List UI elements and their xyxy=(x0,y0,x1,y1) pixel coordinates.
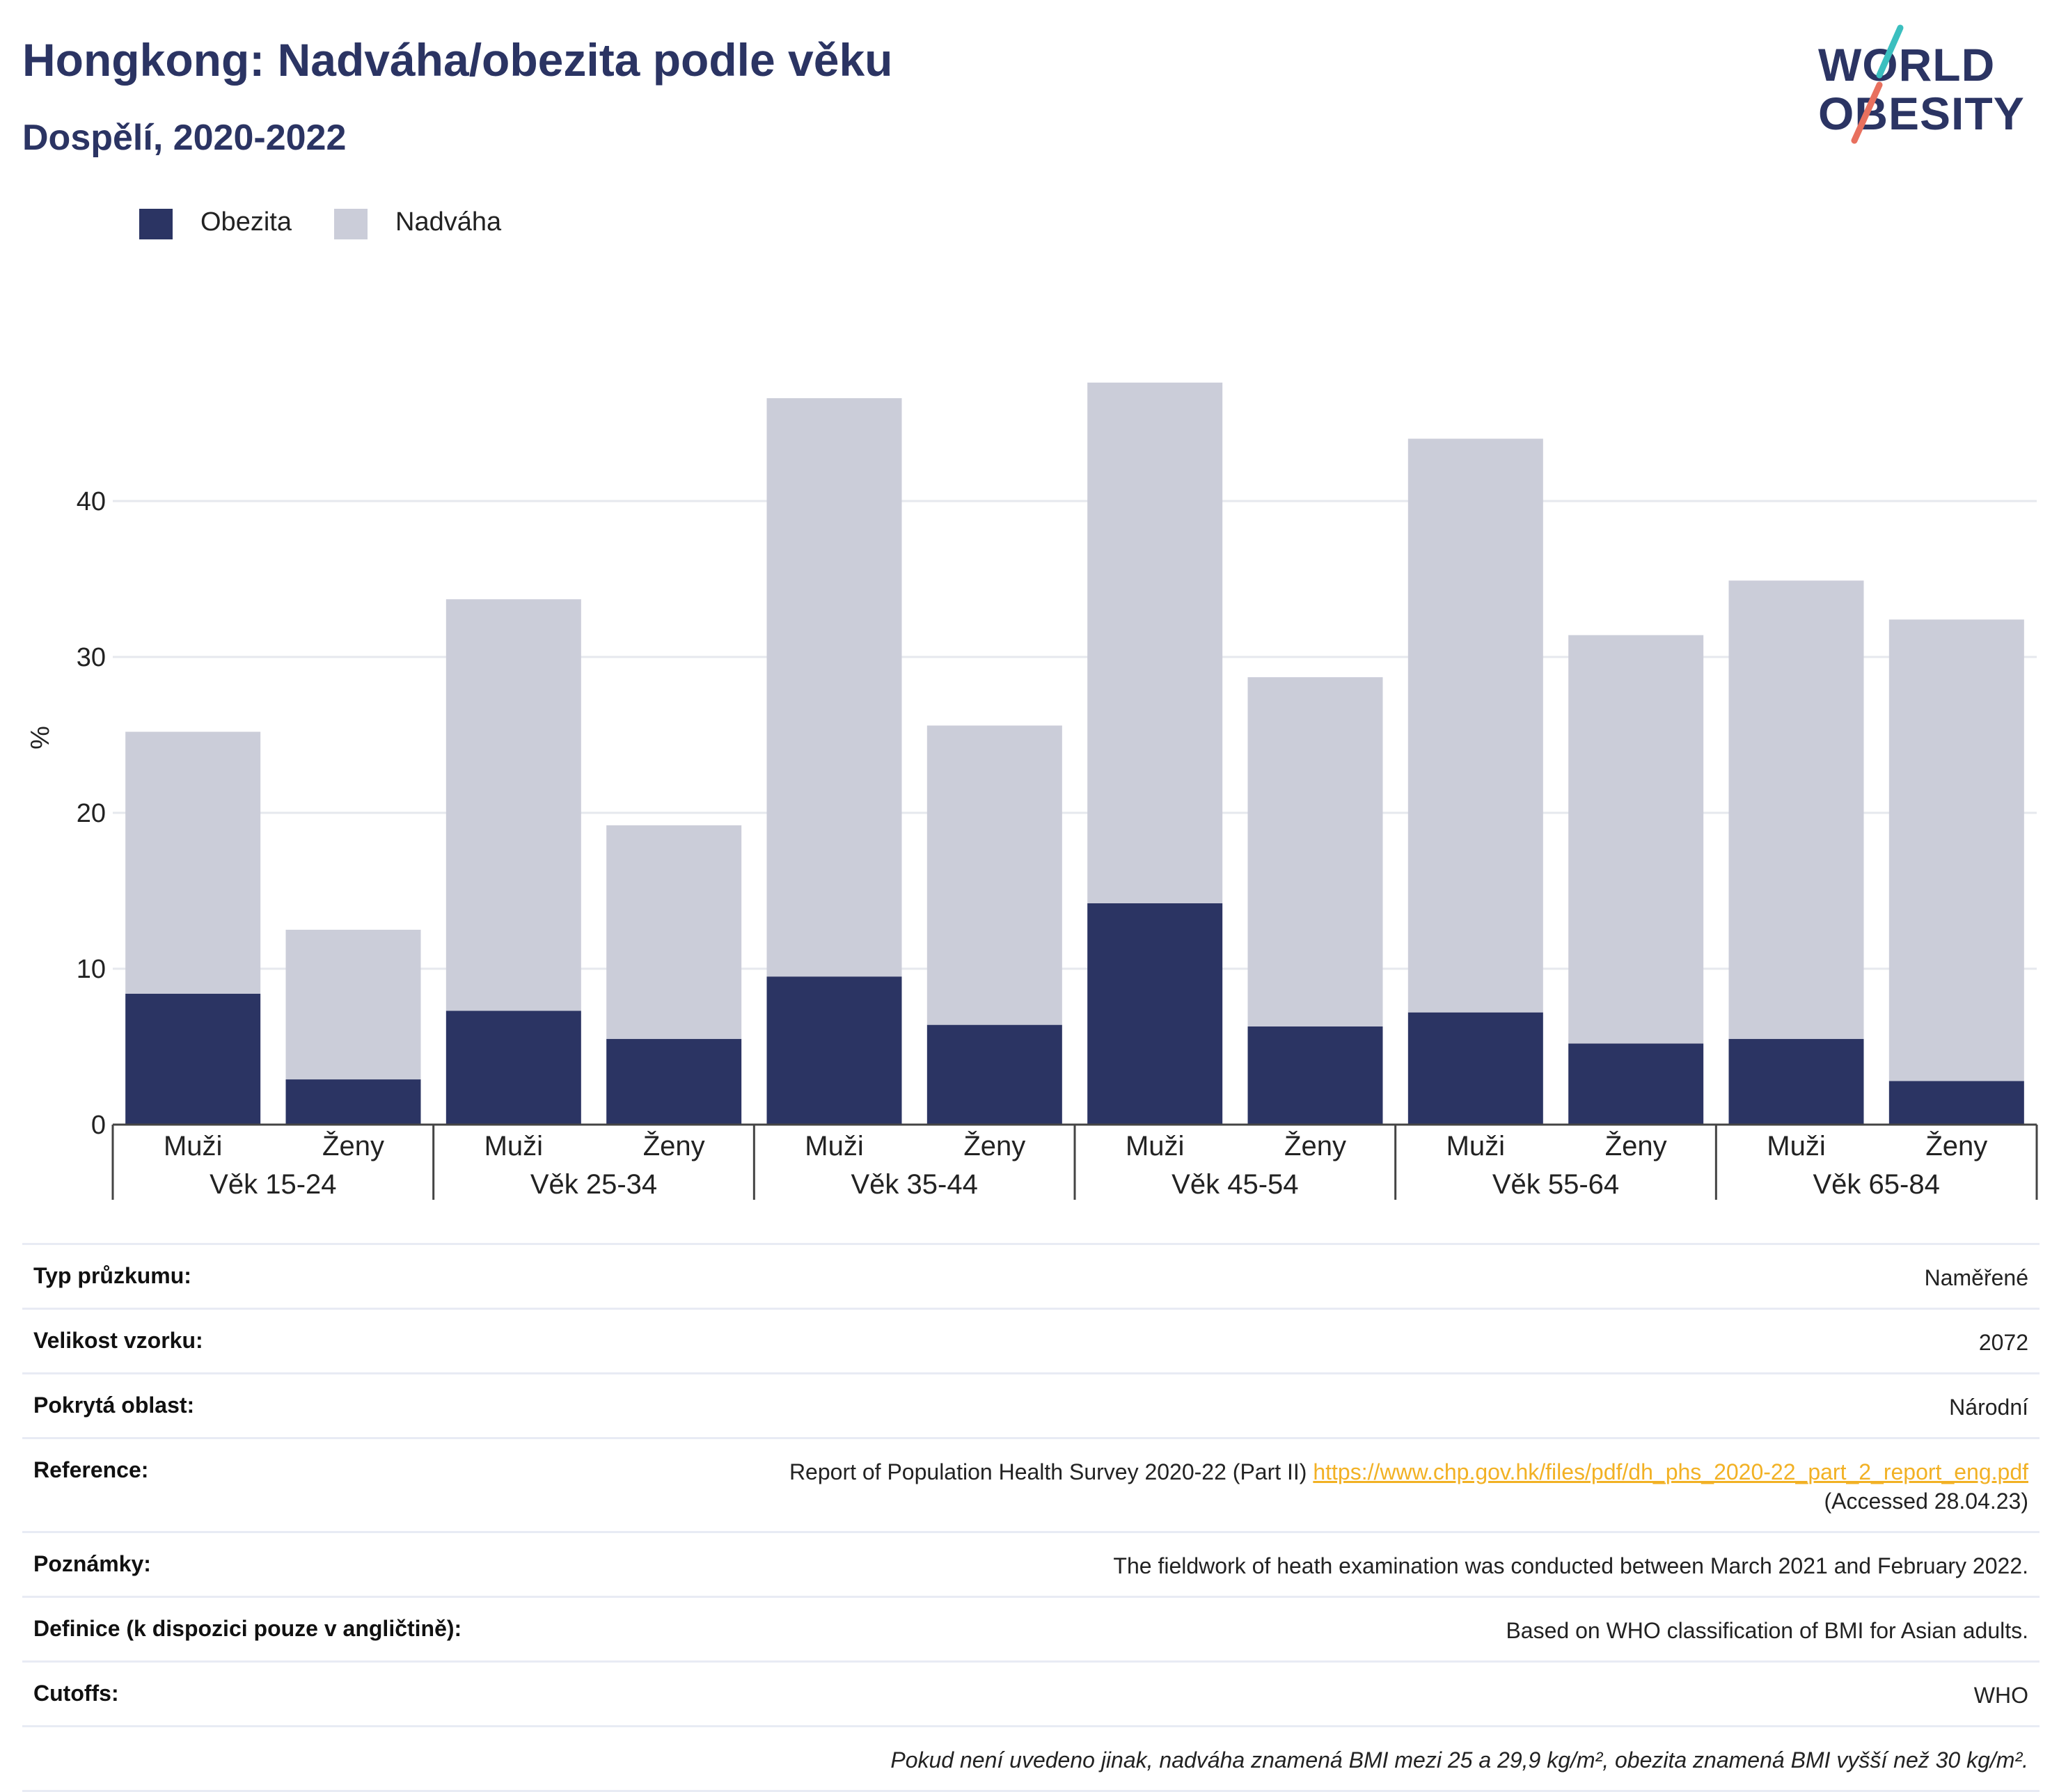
bar-obezita xyxy=(606,1038,742,1125)
bar-obezita xyxy=(445,1010,581,1125)
bar-obezita xyxy=(1728,1038,1864,1125)
info-value: Naměřené xyxy=(1924,1265,2028,1290)
bar-obezita xyxy=(766,976,902,1125)
x-tick-label: Muži xyxy=(1126,1131,1184,1161)
x-tick-label: Ženy xyxy=(1284,1130,1346,1161)
info-label: Definice (k dispozici pouze v angličtině… xyxy=(33,1616,462,1641)
bar-obezita xyxy=(1247,1026,1383,1125)
bar-nadvaha xyxy=(766,398,902,977)
info-row-notes: Poznámky: The fieldwork of heath examina… xyxy=(22,1533,2040,1598)
bar-nadvaha xyxy=(285,930,421,1080)
x-tick-label: Ženy xyxy=(1605,1130,1667,1161)
info-value: The fieldwork of heath examination was c… xyxy=(1113,1553,2028,1578)
x-tick-label: Muži xyxy=(484,1131,543,1161)
info-row-definition: Definice (k dispozici pouze v angličtině… xyxy=(22,1598,2040,1663)
bmi-note: Pokud není uvedeno jinak, nadváha znamen… xyxy=(890,1747,2028,1773)
y-tick-label: 20 xyxy=(77,799,106,828)
x-tick-label: Muži xyxy=(1446,1131,1505,1161)
group-label: Věk 25-34 xyxy=(530,1169,657,1200)
legend-label-obezita: Obezita xyxy=(200,207,292,237)
y-tick-label: 10 xyxy=(77,955,106,984)
y-tick-label: 0 xyxy=(91,1111,106,1140)
x-tick-label: Muži xyxy=(1767,1131,1825,1161)
legend-swatch-obezita xyxy=(139,209,173,239)
bar-nadvaha xyxy=(1728,580,1864,1039)
bar-obezita xyxy=(926,1024,1062,1125)
info-row-survey-type: Typ průzkumu: Naměřené xyxy=(22,1243,2040,1310)
info-value: Based on WHO classification of BMI for A… xyxy=(1506,1618,2028,1643)
bar-obezita xyxy=(1087,903,1223,1125)
group-label: Věk 65-84 xyxy=(1813,1169,1939,1200)
reference-accessed: (Accessed 28.04.23) xyxy=(1824,1489,2029,1514)
x-tick-label: Ženy xyxy=(322,1130,384,1161)
stacked-bar-chart: 0 10 20 30 40% Muži Ženy Muži Ženy Muži Ženy Muži Že… xyxy=(26,382,2038,1200)
x-tick-label: Muži xyxy=(164,1131,222,1161)
logo-text-world: WORLD xyxy=(1818,39,1996,90)
bar-nadvaha xyxy=(926,725,1062,1025)
bar-nadvaha xyxy=(125,731,261,994)
info-value: WHO xyxy=(1973,1683,2028,1708)
legend-swatch-nadvaha xyxy=(334,209,368,239)
info-label: Cutoffs: xyxy=(33,1681,119,1706)
chart-title: Hongkong: Nadváha/obezita podle věku xyxy=(22,34,893,86)
x-tick-label: Ženy xyxy=(1925,1130,1987,1161)
bar-obezita xyxy=(1407,1012,1543,1125)
bar-obezita xyxy=(125,993,261,1125)
info-row-cutoffs: Cutoffs: WHO xyxy=(22,1663,2040,1727)
bar-nadvaha xyxy=(606,825,742,1039)
x-tick-label: Ženy xyxy=(963,1130,1025,1161)
bar-nadvaha xyxy=(1247,677,1383,1026)
info-row-sample-size: Velikost vzorku: 2072 xyxy=(22,1310,2040,1374)
reference-text: Report of Population Health Survey 2020-… xyxy=(789,1459,1307,1484)
bar-obezita xyxy=(1888,1081,2024,1125)
bar-nadvaha xyxy=(1568,635,1704,1044)
info-value: Report of Population Health Survey 2020-… xyxy=(789,1457,2028,1516)
info-row-reference: Reference: Report of Population Health S… xyxy=(22,1439,2040,1533)
bar-obezita xyxy=(1568,1043,1704,1125)
bar-obezita xyxy=(285,1079,421,1125)
info-label: Velikost vzorku: xyxy=(33,1328,203,1353)
info-label: Poznámky: xyxy=(33,1551,151,1576)
y-tick-label: 30 xyxy=(77,643,106,672)
info-row-coverage: Pokrytá oblast: Národní xyxy=(22,1374,2040,1439)
group-label: Věk 15-24 xyxy=(210,1169,336,1200)
bar-nadvaha xyxy=(1087,382,1223,903)
group-label: Věk 55-64 xyxy=(1492,1169,1619,1200)
info-label: Reference: xyxy=(33,1457,149,1482)
info-table: Typ průzkumu: Naměřené Velikost vzorku: … xyxy=(22,1243,2040,1792)
world-obesity-logo: WORLD OBESITY xyxy=(1810,21,2046,153)
info-value: Národní xyxy=(1949,1395,2028,1420)
info-value: 2072 xyxy=(1978,1330,2028,1355)
x-tick-label: Ženy xyxy=(643,1130,705,1161)
logo-slash-icon xyxy=(1851,24,1904,144)
bar-nadvaha xyxy=(1407,438,1543,1013)
y-axis-label: % xyxy=(26,726,55,750)
bar-nadvaha xyxy=(445,599,581,1011)
info-label: Pokrytá oblast: xyxy=(33,1393,195,1418)
group-label: Věk 35-44 xyxy=(851,1169,977,1200)
chart-subtitle: Dospělí, 2020-2022 xyxy=(22,118,347,158)
info-row-note: Pokud není uvedeno jinak, nadváha znamen… xyxy=(22,1727,2040,1792)
group-label: Věk 45-54 xyxy=(1172,1169,1298,1200)
y-tick-label: 40 xyxy=(77,487,106,516)
reference-link[interactable]: https://www.chp.gov.hk/files/pdf/dh_phs_… xyxy=(1313,1459,2028,1484)
bar-nadvaha xyxy=(1888,619,2024,1081)
logo-text-obesity: OBESITY xyxy=(1818,88,2025,139)
x-tick-label: Muži xyxy=(805,1131,863,1161)
legend-label-nadvaha: Nadváha xyxy=(395,207,502,237)
info-label: Typ průzkumu: xyxy=(33,1263,191,1288)
